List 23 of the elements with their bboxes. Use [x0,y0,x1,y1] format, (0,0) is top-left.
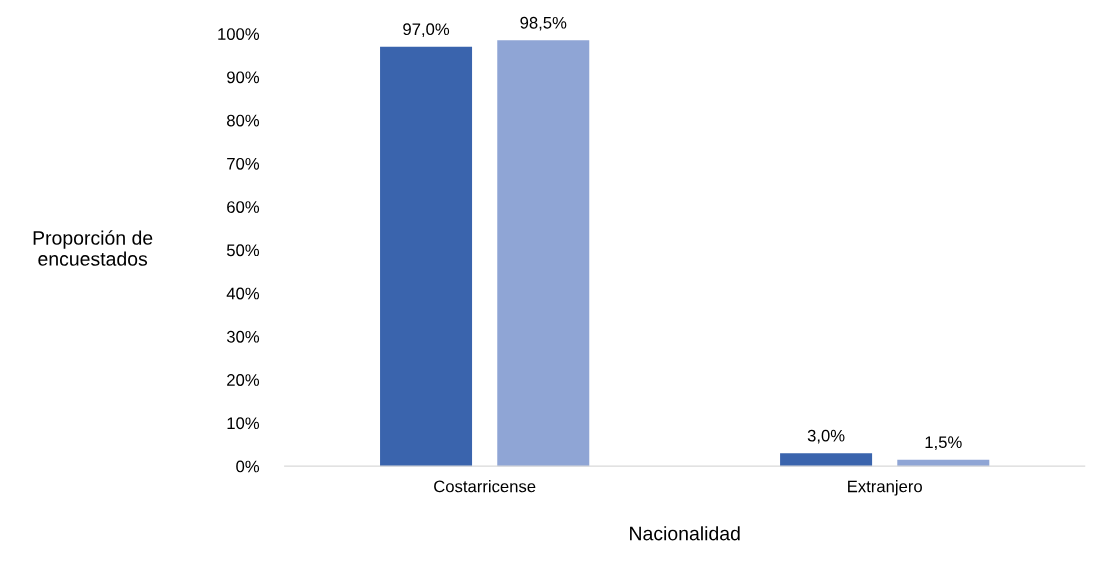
y-tick-label: 10% [227,417,260,430]
y-tick-label: 40% [226,287,260,300]
bar [897,459,990,467]
x-tick-label: Costarricense [434,480,536,493]
y-tick-label: 100% [218,28,260,40]
y-tick-label: 90% [227,71,260,84]
bar [380,46,473,467]
y-tick-label: 20% [227,374,260,386]
data-label: 3,0% [807,429,845,444]
y-axis-title: Proporción de encuestados [33,230,153,266]
data-label: 1,5% [925,436,962,451]
y-tick-label: 80% [227,114,260,127]
data-label: 97,0% [403,23,450,38]
bar [497,40,590,467]
y-tick-label: 0% [236,460,260,473]
y-tick-label: 60% [227,201,260,213]
y-tick-label: 30% [226,330,260,343]
x-axis-title: Nacionalidad [630,526,740,541]
bar [780,453,873,467]
y-tick-label: 70% [227,157,260,170]
x-tick-label: Extranjero [848,480,922,496]
y-tick-label: 50% [226,244,260,257]
data-label: 98,5% [520,16,567,31]
